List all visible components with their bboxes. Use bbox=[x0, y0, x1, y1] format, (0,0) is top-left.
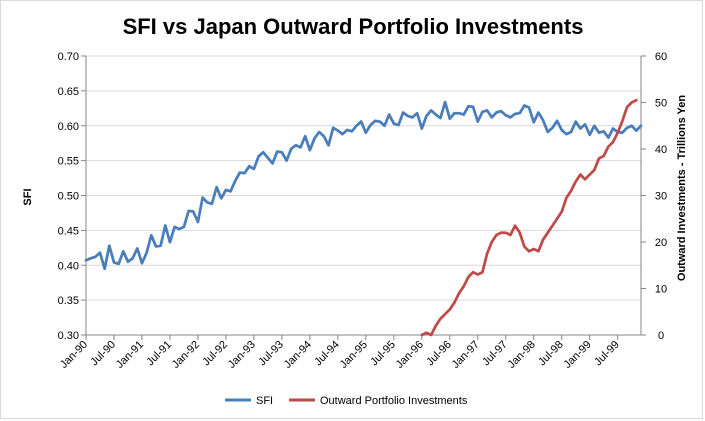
right-tick-label: 20 bbox=[655, 237, 667, 249]
x-tick-label: Jul-93 bbox=[256, 339, 286, 369]
right-tick-label: 0 bbox=[658, 330, 664, 342]
right-tick-label: 10 bbox=[655, 284, 667, 296]
series-line-sfi bbox=[84, 100, 643, 271]
x-tick-label: Jul-91 bbox=[144, 339, 174, 369]
x-tick-label: Jan-90 bbox=[58, 339, 90, 371]
right-tick-label: 30 bbox=[655, 191, 667, 203]
series-lines bbox=[84, 98, 643, 337]
x-tick-label: Jan-92 bbox=[170, 339, 202, 371]
x-tick-label: Jul-98 bbox=[536, 339, 566, 369]
left-tick-label: 0.40 bbox=[58, 260, 79, 272]
right-tick-label: 40 bbox=[655, 144, 667, 156]
x-tick-label: Jan-94 bbox=[282, 339, 314, 371]
x-tick-label: Jan-95 bbox=[338, 339, 370, 371]
left-tick-label: 0.50 bbox=[58, 191, 79, 203]
left-axis-ticks: 0.30 0.35 0.40 0.45 0.50 0.55 0.60 0.65 0.70 bbox=[58, 51, 86, 342]
x-tick-label: Jan-91 bbox=[114, 339, 146, 371]
x-tick-label: Jan-93 bbox=[226, 339, 258, 371]
x-tick-label: Jan-97 bbox=[450, 339, 482, 371]
legend-label-sfi: SFI bbox=[256, 395, 273, 407]
legend: SFI Outward Portfolio Investments bbox=[225, 395, 468, 407]
left-tick-label: 0.65 bbox=[58, 86, 79, 98]
x-tick-label: Jul-96 bbox=[424, 339, 454, 369]
series-line-outward-portfolio-investments bbox=[420, 98, 638, 337]
gridlines bbox=[86, 55, 641, 336]
x-tick-label: Jul-92 bbox=[200, 339, 230, 369]
x-tick-label: Jul-90 bbox=[88, 339, 118, 369]
x-tick-label: Jan-99 bbox=[562, 339, 594, 371]
chart-title: SFI vs Japan Outward Portfolio Investmen… bbox=[123, 14, 584, 39]
legend-label-outward-portfolio-investments: Outward Portfolio Investments bbox=[320, 395, 468, 407]
right-tick-label: 60 bbox=[655, 51, 667, 63]
left-tick-label: 0.30 bbox=[58, 330, 79, 342]
x-tick-label: Jan-98 bbox=[506, 339, 538, 371]
x-tick-label: Jul-95 bbox=[368, 339, 398, 369]
y-axis-title: SFI bbox=[22, 188, 34, 205]
left-tick-label: 0.70 bbox=[58, 51, 79, 63]
y2-axis-title: Outward Investments - Trillions Yen bbox=[676, 95, 688, 282]
right-tick-label: 50 bbox=[655, 98, 667, 110]
x-tick-label: Jul-99 bbox=[592, 339, 622, 369]
right-axis-ticks: 0 10 20 30 40 50 60 bbox=[641, 51, 667, 342]
left-tick-label: 0.35 bbox=[58, 295, 79, 307]
x-tick-label: Jul-97 bbox=[480, 339, 510, 369]
x-axis-ticks: Jan-90Jul-90Jan-91Jul-91Jan-92Jul-92Jan-… bbox=[58, 335, 622, 371]
left-tick-label: 0.55 bbox=[58, 156, 79, 168]
left-tick-label: 0.60 bbox=[58, 121, 79, 133]
x-tick-label: Jan-96 bbox=[394, 339, 426, 371]
left-tick-label: 0.45 bbox=[58, 225, 79, 237]
x-tick-label: Jul-94 bbox=[312, 339, 342, 369]
